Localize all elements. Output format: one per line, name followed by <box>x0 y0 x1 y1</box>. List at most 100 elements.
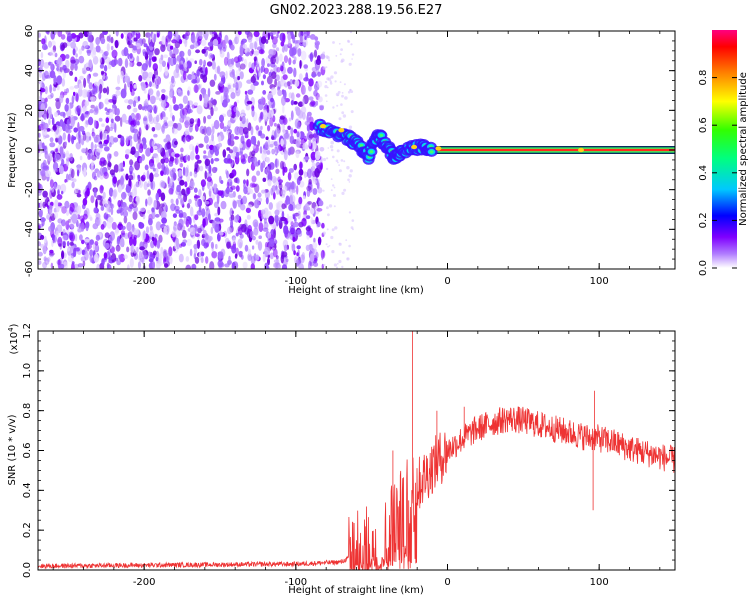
noise-speckle <box>287 171 292 181</box>
noise-speckle <box>275 47 280 52</box>
noise-speckle <box>326 206 329 210</box>
noise-speckle <box>292 59 296 65</box>
noise-speckle <box>217 190 224 196</box>
noise-speckle <box>109 142 112 148</box>
noise-speckle <box>250 263 255 269</box>
noise-speckle <box>262 90 267 95</box>
noise-speckle <box>257 140 260 147</box>
noise-speckle <box>271 71 277 80</box>
noise-speckle <box>306 34 311 39</box>
noise-speckle <box>272 115 276 123</box>
noise-speckle <box>248 188 253 195</box>
noise-speckle <box>43 122 49 130</box>
noise-speckle <box>193 195 200 199</box>
noise-speckle <box>43 45 48 50</box>
noise-speckle <box>292 214 296 220</box>
noise-speckle <box>235 232 239 237</box>
noise-speckle <box>302 195 306 200</box>
noise-speckle <box>113 137 119 143</box>
noise-speckle <box>191 74 196 81</box>
noise-speckle <box>315 161 321 169</box>
noise-speckle <box>266 150 271 155</box>
noise-speckle <box>70 41 76 49</box>
noise-speckle <box>151 209 156 220</box>
noise-speckle <box>195 49 201 54</box>
noise-speckle <box>90 104 95 109</box>
noise-speckle <box>153 133 158 138</box>
noise-speckle <box>342 251 345 254</box>
noise-speckle <box>189 58 195 63</box>
noise-speckle <box>142 230 146 240</box>
noise-speckle <box>268 238 275 248</box>
noise-speckle <box>152 261 156 269</box>
noise-speckle <box>94 240 99 246</box>
noise-speckle <box>285 195 290 205</box>
noise-speckle <box>184 121 190 125</box>
spectrogram-x-ticks: -200 -100 0 100 <box>52 31 661 287</box>
noise-speckle <box>54 199 59 209</box>
noise-speckle <box>99 131 103 140</box>
noise-speckle <box>311 66 318 72</box>
noise-speckle <box>326 100 328 103</box>
noise-speckle <box>106 219 113 229</box>
noise-speckle <box>295 93 301 98</box>
noise-speckle <box>63 91 68 96</box>
noise-speckle <box>186 187 191 195</box>
noise-speckle <box>78 189 81 195</box>
noise-speckle <box>120 70 124 80</box>
noise-speckle <box>160 181 167 188</box>
noise-speckle <box>304 203 309 210</box>
noise-speckle <box>293 163 298 171</box>
noise-speckle <box>274 144 281 154</box>
noise-speckle <box>267 173 273 182</box>
noise-speckle <box>82 132 87 141</box>
noise-speckle <box>185 218 190 228</box>
noise-speckle <box>204 158 211 167</box>
noise-speckle <box>56 85 60 91</box>
noise-speckle <box>43 62 50 69</box>
noise-speckle <box>185 128 190 135</box>
noise-speckle <box>156 90 161 98</box>
noise-speckle <box>197 227 202 234</box>
noise-speckle <box>56 194 63 200</box>
noise-speckle <box>263 67 269 75</box>
spectrogram-y-axis-label: Frequency (Hz) <box>7 112 18 188</box>
noise-speckle <box>103 252 108 259</box>
noise-speckle <box>129 139 133 147</box>
noise-speckle <box>271 148 275 155</box>
noise-speckle <box>171 115 175 122</box>
noise-speckle <box>236 99 240 104</box>
noise-speckle <box>102 31 108 35</box>
noise-speckle <box>259 146 263 154</box>
noise-speckle <box>132 245 137 254</box>
noise-speckle <box>101 123 105 127</box>
noise-speckle <box>244 46 248 54</box>
noise-speckle <box>61 78 66 87</box>
noise-speckle <box>155 122 162 131</box>
noise-speckle <box>143 117 148 122</box>
noise-speckle <box>65 209 70 217</box>
noise-speckle <box>147 209 151 214</box>
noise-speckle <box>136 142 141 150</box>
noise-speckle <box>292 236 296 243</box>
noise-speckle <box>227 84 231 90</box>
noise-speckle <box>318 200 324 207</box>
noise-speckle <box>332 106 335 109</box>
noise-speckle <box>272 192 276 200</box>
noise-speckle <box>324 94 328 97</box>
noise-speckle <box>152 145 158 150</box>
noise-speckle <box>229 71 235 78</box>
noise-speckle <box>312 141 317 150</box>
noise-speckle <box>44 257 50 265</box>
noise-speckle <box>153 56 157 62</box>
noise-speckle <box>137 95 141 102</box>
noise-speckle <box>162 116 169 121</box>
noise-speckle <box>180 147 184 153</box>
noise-speckle <box>50 262 54 269</box>
noise-speckle <box>249 182 256 188</box>
noise-speckle <box>252 145 256 149</box>
noise-speckle <box>250 255 256 265</box>
noise-speckle <box>154 48 160 56</box>
noise-speckle <box>158 261 163 266</box>
noise-speckle <box>240 154 246 163</box>
